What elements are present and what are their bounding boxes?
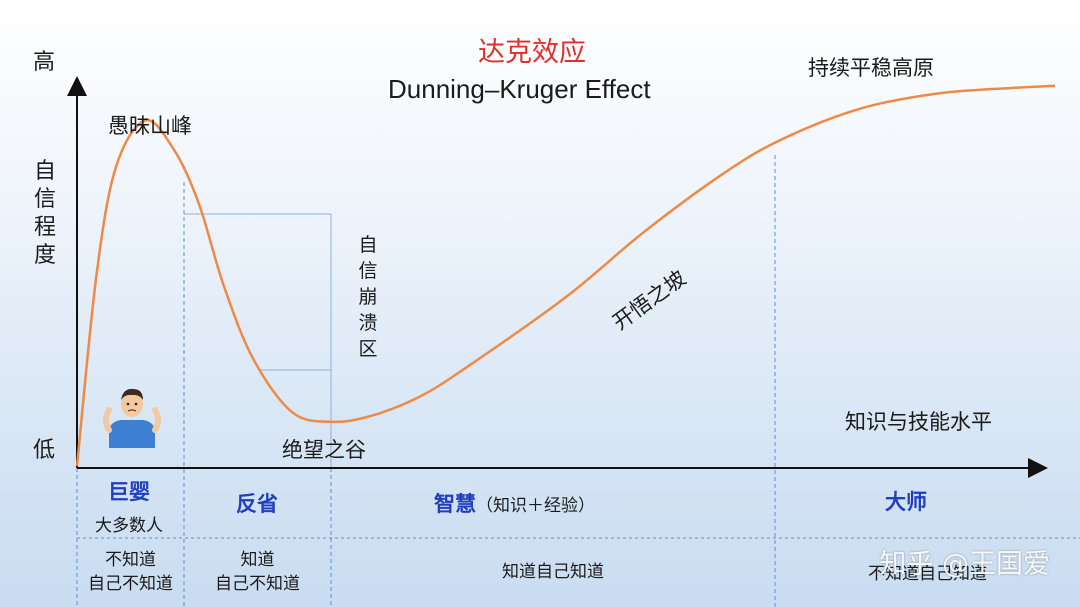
y-high-label: 高 bbox=[33, 50, 56, 75]
knowledge-cell-infant: 不知道 自己不知道 bbox=[77, 548, 184, 596]
knowledge-line: 知道自己知道 bbox=[502, 562, 604, 582]
chart-subtitle: Dunning–Kruger Effect bbox=[388, 74, 651, 104]
valley-annotation: 绝望之谷 bbox=[282, 438, 366, 462]
knowledge-cell-reflect: 知道 自己不知道 bbox=[184, 548, 331, 596]
stage-sub-infant: 大多数人 bbox=[95, 516, 163, 536]
collapse-annotation: 自信崩溃区 bbox=[358, 234, 378, 360]
peak-annotation: 愚昧山峰 bbox=[108, 114, 192, 138]
y-axis-label: 自信程度 bbox=[33, 159, 56, 268]
knowledge-line: 知道 bbox=[240, 550, 275, 570]
stage-dividers bbox=[76, 155, 1080, 607]
collapse-zone-box bbox=[184, 213, 332, 468]
y-low-label: 低 bbox=[33, 438, 56, 463]
chart-title: 达克效应 bbox=[478, 37, 586, 68]
plateau-annotation: 持续平稳高原 bbox=[808, 56, 934, 80]
stage-name-infant: 巨婴 bbox=[108, 480, 150, 504]
x-axis-label: 知识与技能水平 bbox=[845, 410, 992, 434]
person-shrugging-icon bbox=[103, 388, 161, 448]
knowledge-cell-master: 不知道自己知道 bbox=[775, 562, 1080, 586]
knowledge-line: 自己不知道 bbox=[88, 574, 173, 594]
confidence-curve bbox=[75, 84, 1056, 467]
stage-name-wisdom: 智慧 bbox=[434, 492, 476, 516]
stage-note-wisdom: （知识＋经验） bbox=[476, 496, 595, 516]
stage-name-master: 大师 bbox=[885, 490, 927, 514]
watermark: 知乎 @王国爱 bbox=[879, 549, 1050, 580]
knowledge-line: 自己不知道 bbox=[215, 574, 300, 594]
knowledge-cell-wisdom: 知道自己知道 bbox=[331, 560, 775, 584]
knowledge-line: 不知道 bbox=[105, 550, 156, 570]
stage-name-reflect: 反省 bbox=[236, 492, 278, 516]
knowledge-line: 不知道自己知道 bbox=[868, 564, 987, 584]
